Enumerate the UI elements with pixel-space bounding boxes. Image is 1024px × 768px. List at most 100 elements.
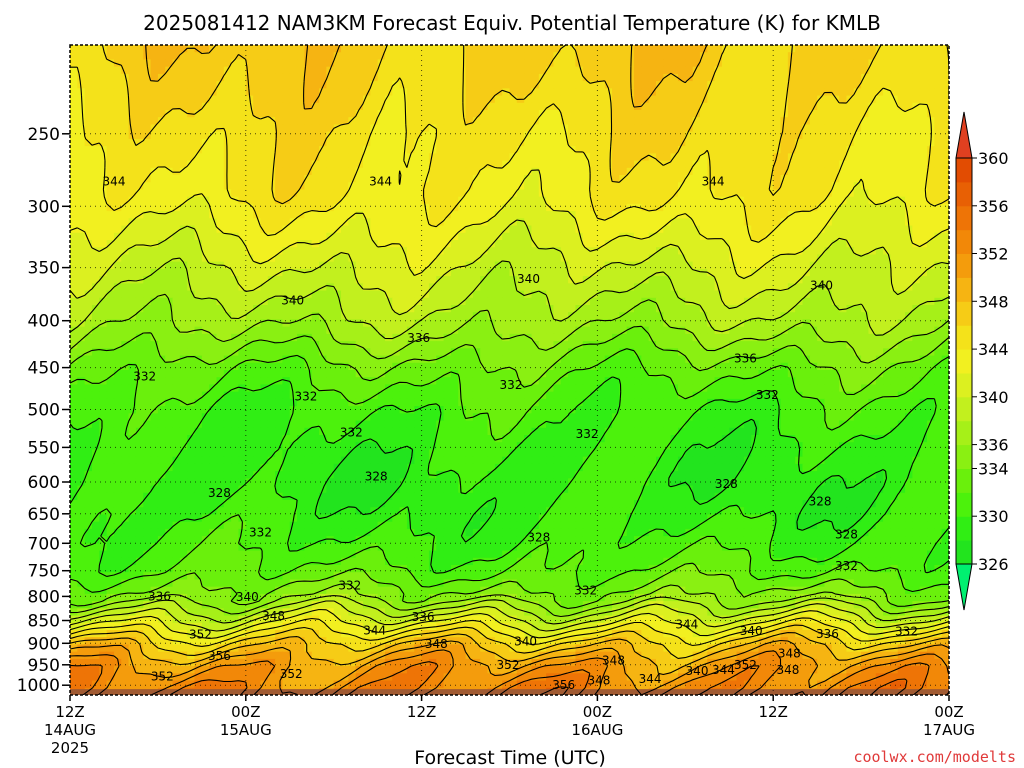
contour-label: 332 [835,559,858,573]
x-axis-label: Forecast Time (UTC) [414,747,605,768]
contour-label: 328 [208,486,231,500]
contour-label: 344 [363,624,386,638]
contour-340 [70,219,949,632]
x-tick-label: 16AUG [571,721,623,739]
contour-label: 328 [835,528,858,542]
contour-label: 332 [576,427,599,441]
y-tick-label: 800 [28,587,60,607]
contour-label: 332 [294,390,317,404]
colorbar-over-arrow [955,111,973,159]
contour-328 [314,418,888,543]
contour-label: 352 [734,658,757,672]
y-tick-label: 650 [28,505,60,525]
contour-label: 332 [338,578,361,592]
y-tick-label: 350 [28,259,60,279]
colorbar-segment [956,349,972,374]
chart-title: 2025081412 NAM3KM Forecast Equiv. Potent… [143,11,881,35]
x-tick-label: 00Z [934,703,963,721]
contour-label: 344 [639,672,662,686]
surface-band [70,689,949,695]
y-tick-label: 700 [28,534,60,554]
contour-label: 332 [895,625,918,639]
contour-338 [70,257,949,625]
contour-346 [70,45,949,659]
y-tick-label: 950 [28,656,60,676]
grid-lines [70,45,949,695]
contour-label: 336 [407,331,430,345]
colorbar-label: 326 [978,555,1009,574]
contour-label: 356 [208,649,231,663]
contour-label: 328 [715,477,738,491]
colorbar-segment [956,158,972,183]
colorbar-label: 360 [978,149,1009,168]
colorbar-segment [956,372,972,398]
y-tick-label: 450 [28,359,60,379]
colorbar-segment [956,325,972,350]
colorbar-label: 348 [978,292,1009,311]
contour-label: 328 [365,470,388,484]
contour-label: 336 [148,589,171,603]
colorbar-segment [956,253,972,278]
colorbar-segment [956,444,972,469]
colorbar: 326 330 334 336 340 344 348 352 356 360 [955,111,1009,611]
plot-frame [69,44,950,696]
x-tick-label: 00Z [583,703,612,721]
colorbar-label: 340 [978,388,1009,407]
colorbar-label: 352 [978,245,1009,264]
colorbar-segment [956,205,972,231]
colorbar-segment [956,396,972,422]
colorbar-under-arrow [955,563,973,611]
contour-label: 348 [602,654,625,668]
contour-label: 332 [340,426,363,440]
x-tick-label: 15AUG [220,721,272,739]
y-tick-label: 600 [28,473,60,493]
colorbar-segment [956,468,972,493]
x-tick-label: 2025 [51,739,89,757]
colorbar-segment [956,277,972,302]
colorbar-segment [956,540,972,565]
contour-label: 344 [712,663,735,677]
contour-label: 340 [686,664,709,678]
contour-label: 340 [517,272,540,286]
contour-348 [70,45,949,676]
colorbar-segment [956,516,972,541]
y-tick-label: 1000 [17,676,60,696]
y-tick-label: 400 [28,312,60,332]
colorbar-segment [956,492,972,517]
contour-label: 352 [497,658,520,672]
contour-lines [70,45,949,695]
credit-text: coolwx.com/modelts [853,748,1016,766]
contour-label: 328 [527,531,550,545]
y-tick-label: 250 [28,125,60,145]
contour-label: 328 [809,494,832,508]
y-tick-label: 850 [28,612,60,632]
contour-label: 340 [740,624,763,638]
contour-350 [70,639,949,695]
colorbar-label: 336 [978,436,1009,455]
contour-336 [70,293,949,618]
colorbar-segment [956,229,972,254]
y-axis: 2503003504004505005506006507007508008509… [17,125,70,696]
colorbar-label: 334 [978,460,1009,479]
contour-label: 336 [734,352,757,366]
x-tick-label: 12Z [55,703,84,721]
x-tick-label: 12Z [407,703,436,721]
contour-label: 332 [756,388,779,402]
contour-label: 348 [262,609,285,623]
x-tick-label: 12Z [759,703,788,721]
x-tick-label: 00Z [231,703,260,721]
y-tick-label: 900 [28,634,60,654]
x-tick-label: 17AUG [923,721,975,739]
contour-label: 340 [236,590,259,604]
contour-330 [70,376,949,577]
colorbar-segment [956,420,972,446]
colorbar-frame [955,157,973,565]
y-tick-label: 750 [28,562,60,582]
contour-334 [70,325,949,610]
contour-label: 352 [189,627,212,641]
contour-label: 332 [133,369,156,383]
contour-label: 332 [500,378,523,392]
colorbar-segment [956,301,972,326]
